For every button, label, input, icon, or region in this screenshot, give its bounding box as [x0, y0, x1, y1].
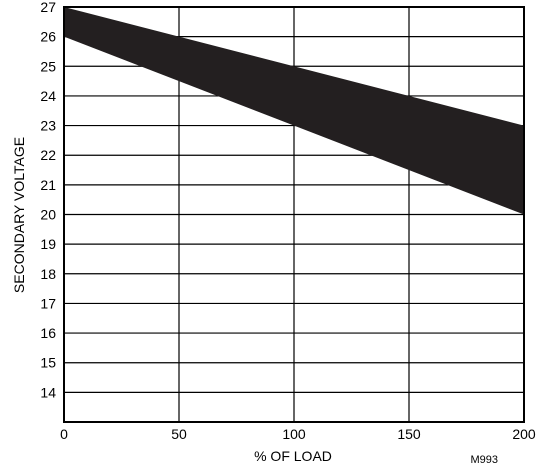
y-tick-label: 18: [40, 266, 56, 282]
x-tick-label: 200: [512, 426, 536, 442]
x-tick-label: 100: [282, 426, 306, 442]
y-tick-label: 20: [40, 207, 56, 223]
y-tick-label: 15: [40, 355, 56, 371]
y-tick-label: 17: [40, 295, 56, 311]
y-tick-label: 16: [40, 325, 56, 341]
y-tick-label: 24: [40, 88, 56, 104]
y-tick-label: 19: [40, 236, 56, 252]
x-axis-label: % OF LOAD: [254, 448, 332, 464]
y-tick-labels: 14 15 16 17 18 19 20 21 22 23 24 25 26 27: [40, 0, 56, 400]
y-tick-label: 21: [40, 177, 56, 193]
y-tick-label: 14: [40, 384, 56, 400]
y-axis-label: SECONDARY VOLTAGE: [11, 137, 27, 293]
x-tick-label: 0: [60, 426, 68, 442]
plot-frame: [63, 6, 525, 423]
y-tick-label: 26: [40, 29, 56, 45]
y-tick-label: 27: [40, 0, 56, 15]
y-tick-label: 23: [40, 118, 56, 134]
y-tick-label: 25: [40, 58, 56, 74]
x-tick-label: 50: [171, 426, 187, 442]
figure-code: M993: [470, 454, 498, 466]
voltage-band: [64, 7, 524, 215]
y-tick-label: 22: [40, 147, 56, 163]
x-tick-labels: 0 50 100 150 200: [60, 426, 536, 442]
x-tick-label: 150: [397, 426, 421, 442]
